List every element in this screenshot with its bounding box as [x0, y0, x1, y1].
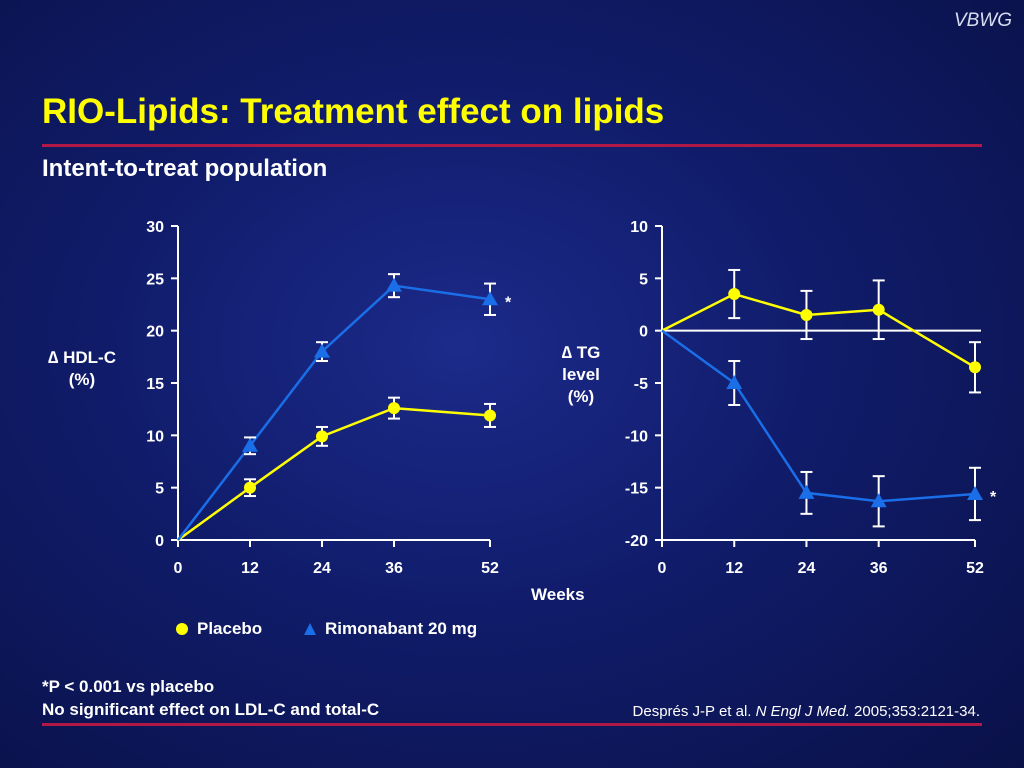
tg-placebo-point: [800, 308, 813, 321]
hdl-y-tick-label: 5: [155, 481, 164, 498]
legend-placebo-label: Placebo: [197, 619, 263, 638]
citation-details: 2005;353:2121-34.: [854, 703, 980, 720]
hdl-y-tick-label: 15: [146, 376, 164, 393]
hdl-y-tick-label: 10: [146, 428, 164, 445]
tg-y-tick-label: 10: [630, 219, 648, 236]
hdl-y-tick-label: 25: [146, 271, 164, 288]
tg-placebo-point: [728, 288, 741, 301]
hdl-x-tick-label: 24: [313, 560, 331, 577]
tg-rimonabant-point: [967, 485, 983, 500]
hdl-placebo-point: [244, 481, 256, 494]
hdl-placebo-point: [316, 430, 328, 443]
tg-placebo-point: [872, 303, 885, 316]
hdl-rimonabant-point: [386, 277, 402, 292]
hdl-placebo-point: [388, 402, 400, 415]
hdl-placebo-point: [484, 409, 496, 422]
title-divider: [42, 144, 982, 147]
hdl-placebo-line: [177, 406, 491, 542]
tg-x-tick-label: 36: [870, 560, 888, 577]
tg-y-tick-label: -15: [625, 481, 648, 498]
citation: Després J-P et al. N Engl J Med. 2005;35…: [633, 703, 980, 720]
hdl-y-tick-label: 20: [146, 324, 164, 341]
tg-y-label-line1: ∆ TG: [561, 343, 601, 362]
hdl-x-tick-label: 52: [481, 560, 499, 577]
hdl-rimonabant-point: [314, 343, 330, 358]
hdl-x-tick-label: 36: [385, 560, 403, 577]
footer-divider: [42, 723, 982, 726]
x-axis-title: Weeks: [531, 585, 585, 604]
tg-y-tick-label: -20: [625, 533, 648, 550]
hdl-y-axis-label: ∆ HDL-C (%): [34, 347, 130, 391]
tg-x-tick-label: 52: [966, 560, 984, 577]
hdl-rimonabant-point: [242, 437, 258, 452]
tg-rimonabant-point: [726, 375, 743, 389]
hdl-y-label-line1: ∆ HDL-C: [48, 348, 116, 367]
citation-journal: N Engl J Med.: [755, 703, 850, 720]
footnote-significance: *P < 0.001 vs placebo: [42, 677, 215, 696]
hdl-y-tick-label: 30: [146, 219, 164, 236]
slide-subtitle: Intent-to-treat population: [42, 155, 328, 182]
legend-rimonabant-label: Rimonabant 20 mg: [325, 619, 478, 638]
circle-marker-icon: [176, 623, 188, 635]
legend-rimonabant: Rimonabant 20 mg: [303, 619, 477, 639]
triangle-marker-icon: [304, 623, 316, 635]
tg-y-tick-label: -5: [634, 376, 648, 393]
hdl-significance-marker: *: [505, 294, 512, 311]
tg-y-tick-label: 5: [639, 271, 648, 288]
slide-title: RIO-Lipids: Treatment effect on lipids: [42, 92, 665, 131]
tg-rimonabant-point: [798, 484, 815, 499]
hdl-x-tick-label: 0: [174, 560, 183, 577]
tg-x-tick-label: 24: [798, 560, 816, 577]
brand-logo-text: VBWG: [953, 10, 1012, 31]
tg-significance-marker: *: [990, 489, 997, 506]
tg-x-tick-label: 12: [725, 560, 743, 577]
tg-placebo-point: [969, 361, 981, 374]
hdl-y-tick-label: 0: [155, 533, 164, 550]
tg-rimonabant-point: [870, 493, 887, 508]
hdl-rimonabant-point: [482, 291, 498, 306]
tg-y-axis-label: ∆ TG level (%): [548, 342, 614, 408]
tg-y-label-line2: level: [562, 365, 600, 384]
tg-y-tick-label: -10: [625, 428, 648, 445]
hdl-x-tick-label: 12: [241, 560, 259, 577]
footnote-ldl: No significant effect on LDL-C and total…: [42, 700, 380, 719]
tg-x-tick-label: 0: [658, 560, 667, 577]
citation-authors: Després J-P et al.: [632, 703, 752, 720]
tg-y-label-line3: (%): [567, 387, 595, 406]
tg-y-tick-label: 0: [639, 324, 648, 341]
legend-placebo: Placebo: [175, 619, 262, 639]
hdl-y-label-line2: (%): [68, 370, 96, 389]
tg-rimonabant-line: [661, 329, 976, 503]
